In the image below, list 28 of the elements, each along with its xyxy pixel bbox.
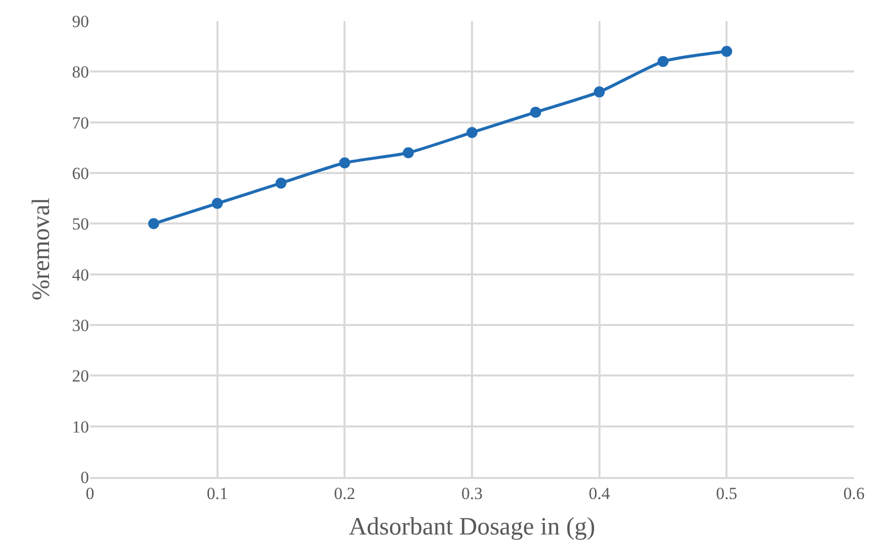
y-tick-label: 90 [72,12,89,31]
point [212,198,223,209]
point [402,147,414,158]
y-tick-label: 30 [72,316,89,335]
y-tick-label: 10 [72,417,89,436]
point [339,157,350,168]
point [466,126,478,138]
y-tick-label: 20 [72,366,89,386]
point [658,56,668,68]
point [148,218,160,230]
y-tick-label: 40 [72,265,89,284]
x-tick-label: 0.3 [461,484,483,504]
point [530,106,542,118]
x-axis-title: Adsorbant Dosage in (g) [348,514,596,541]
x-tick-label: 0.6 [843,484,865,504]
x-tick-label: 0.5 [716,484,738,504]
x-tick-label: 0.1 [206,484,228,504]
y-tick-label: 60 [72,164,89,183]
y-tick-label: 80 [72,62,89,82]
y-axis-title: %removal [28,198,55,300]
point [594,86,605,98]
y-tick-label: 70 [72,113,89,132]
x-tick-label: 0.4 [588,484,610,504]
point [276,178,286,189]
y-tick-label: 0 [80,468,89,487]
x-tick-label: 0.2 [334,484,356,504]
y-tick-label: 50 [72,214,89,234]
point [721,46,732,57]
